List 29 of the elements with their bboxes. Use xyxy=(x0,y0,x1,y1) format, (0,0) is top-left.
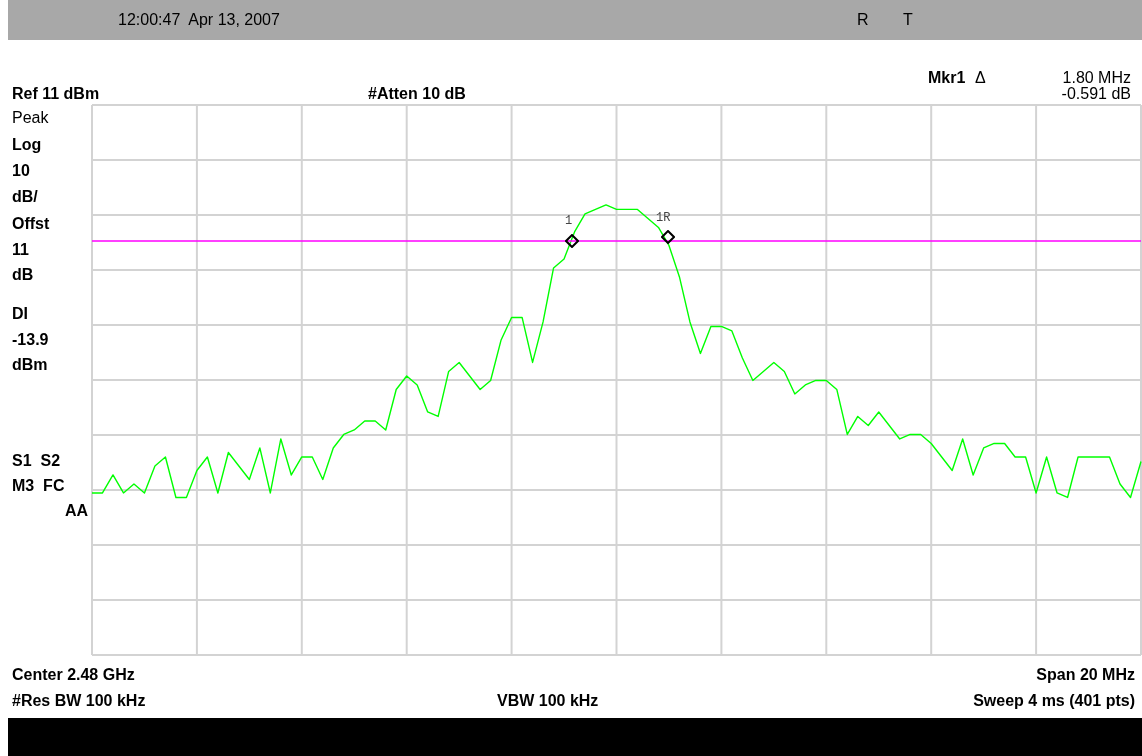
text: S1 S2 xyxy=(12,452,61,470)
text: T xyxy=(903,11,913,29)
text: Log xyxy=(12,136,42,154)
text: #Res BW 100 kHz xyxy=(12,692,146,710)
text: dB/ xyxy=(12,188,38,206)
text: Δ xyxy=(975,69,986,87)
text: Sweep 4 ms (401 pts) xyxy=(973,692,1135,710)
text: AA xyxy=(64,502,88,520)
text: -0.591 dB xyxy=(1061,85,1131,103)
text: dBm xyxy=(12,356,48,374)
annotation: 1 xyxy=(565,213,573,230)
text: Ref 11 dBm xyxy=(12,85,100,103)
text: M3 FC xyxy=(12,477,65,495)
text: 10 xyxy=(12,162,30,180)
text: R xyxy=(857,11,869,29)
text: #Atten 10 dB xyxy=(368,85,466,103)
text: VBW 100 kHz xyxy=(497,692,599,710)
annotation: 1R xyxy=(656,210,671,227)
text: 12:00:47 Apr 13, 2007 xyxy=(118,11,280,29)
text: Mkr1 xyxy=(928,69,966,87)
text: 11 xyxy=(12,241,29,259)
text: dB xyxy=(12,266,34,284)
text: Peak xyxy=(12,109,49,127)
text: -13.9 xyxy=(12,331,49,349)
text: 1.80 MHz xyxy=(1062,69,1131,87)
text: DI xyxy=(12,305,28,323)
text: Span 20 MHz xyxy=(1036,666,1135,684)
text: Offst xyxy=(12,215,50,233)
text: Center 2.48 GHz xyxy=(12,666,135,684)
